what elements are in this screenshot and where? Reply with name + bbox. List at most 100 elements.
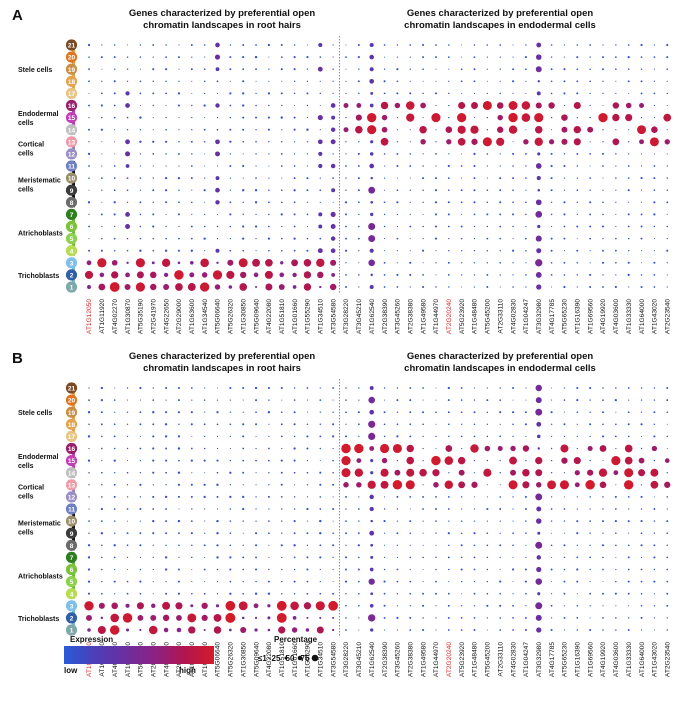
gene-tick-label: AT5G23920 bbox=[459, 299, 466, 334]
dot bbox=[358, 399, 360, 401]
dot bbox=[306, 616, 309, 619]
dot bbox=[215, 604, 220, 608]
dot bbox=[113, 177, 116, 179]
expression-low-label: low bbox=[64, 666, 78, 675]
dot bbox=[215, 200, 220, 205]
dot bbox=[535, 614, 542, 621]
dot bbox=[139, 423, 142, 426]
dot bbox=[369, 78, 375, 84]
dot bbox=[396, 129, 398, 131]
dot bbox=[576, 411, 579, 414]
dot bbox=[306, 544, 309, 547]
dot bbox=[229, 68, 232, 71]
dot bbox=[88, 520, 90, 522]
dot bbox=[512, 508, 514, 510]
dot bbox=[369, 67, 374, 72]
dot bbox=[461, 153, 463, 155]
gene-tick-label: AT1G11920 bbox=[99, 299, 106, 334]
dot bbox=[332, 483, 335, 486]
dot bbox=[512, 56, 514, 58]
dot bbox=[358, 617, 360, 619]
dot bbox=[563, 104, 566, 107]
dot bbox=[345, 387, 347, 389]
dot bbox=[191, 213, 193, 215]
dot bbox=[87, 435, 91, 438]
dot bbox=[448, 581, 450, 583]
dot bbox=[448, 116, 450, 119]
dot bbox=[177, 386, 180, 390]
cluster-label: 14 bbox=[68, 470, 76, 477]
dot bbox=[265, 258, 273, 267]
dot bbox=[191, 592, 193, 595]
dot bbox=[486, 165, 488, 167]
dot bbox=[88, 496, 90, 498]
dot bbox=[486, 592, 489, 595]
dot bbox=[383, 508, 386, 510]
dot bbox=[536, 482, 542, 488]
dot bbox=[190, 411, 193, 414]
dot bbox=[486, 56, 488, 58]
dot bbox=[293, 532, 296, 535]
dot bbox=[332, 592, 335, 595]
dot bbox=[139, 177, 142, 179]
dot bbox=[612, 102, 620, 109]
dot bbox=[268, 80, 270, 82]
dot bbox=[139, 128, 142, 131]
dot bbox=[242, 568, 245, 571]
cluster-label: 3 bbox=[70, 603, 74, 610]
dot bbox=[100, 128, 103, 131]
dot bbox=[486, 604, 489, 607]
dot bbox=[666, 225, 669, 228]
dot bbox=[396, 165, 399, 167]
dot bbox=[523, 139, 529, 145]
dot bbox=[175, 602, 183, 610]
title-right-line1: Genes characterized by preferential open bbox=[407, 8, 594, 19]
dot bbox=[473, 249, 476, 252]
dot bbox=[215, 103, 220, 108]
dot bbox=[486, 580, 489, 583]
dot bbox=[473, 411, 476, 414]
dot bbox=[512, 629, 514, 631]
group-label: Cortical bbox=[18, 484, 44, 491]
dot bbox=[640, 56, 643, 58]
dot bbox=[125, 603, 130, 608]
dot bbox=[525, 189, 527, 191]
dot bbox=[550, 423, 553, 426]
dot bbox=[525, 556, 527, 559]
dot bbox=[319, 616, 322, 619]
cluster-label: 20 bbox=[68, 398, 76, 405]
gene-tick-label: AT1G33330 bbox=[626, 642, 633, 677]
dot bbox=[332, 68, 334, 70]
dot bbox=[331, 188, 336, 193]
dot bbox=[190, 177, 193, 180]
dot bbox=[255, 556, 257, 559]
dot bbox=[615, 556, 617, 558]
dot bbox=[435, 629, 437, 631]
dot bbox=[306, 399, 309, 401]
group-label: cells bbox=[18, 150, 34, 157]
dot bbox=[152, 411, 155, 414]
gene-tick-label: AT5G65230 bbox=[562, 642, 569, 677]
dot bbox=[369, 506, 374, 512]
dot bbox=[409, 387, 412, 389]
dot bbox=[126, 544, 129, 547]
dot bbox=[535, 493, 543, 501]
dot bbox=[638, 469, 646, 477]
dot bbox=[268, 201, 270, 204]
gene-tick-label: AT4G22080 bbox=[266, 299, 273, 334]
dot bbox=[435, 556, 437, 559]
dot bbox=[255, 447, 257, 450]
dot bbox=[152, 237, 155, 240]
dot bbox=[165, 213, 167, 215]
dot bbox=[189, 272, 195, 278]
gene-tick-label: AT1G33330 bbox=[626, 299, 633, 334]
dot bbox=[589, 435, 591, 438]
dot bbox=[242, 471, 245, 474]
gene-tick-label: AT1G04247 bbox=[523, 299, 530, 334]
cluster-label: 8 bbox=[70, 543, 74, 550]
dot bbox=[113, 92, 116, 95]
dot bbox=[435, 80, 437, 82]
dot bbox=[100, 592, 103, 595]
dot bbox=[653, 544, 656, 547]
